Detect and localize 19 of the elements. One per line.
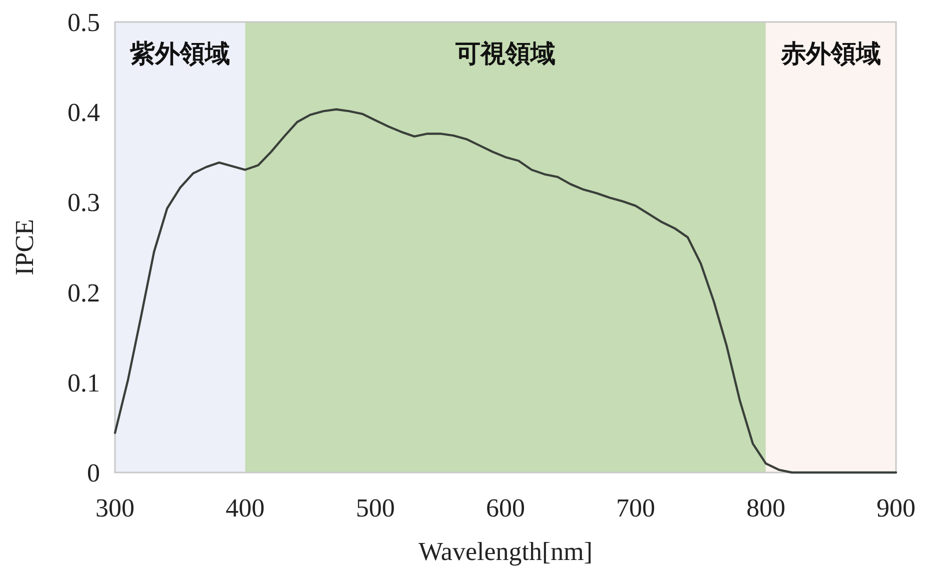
line-series: [114, 108, 898, 474]
band-label: 赤外領域: [780, 39, 881, 68]
x-tick-label: 300: [96, 494, 134, 522]
x-tick-label: 600: [486, 494, 525, 522]
x-tick-label: 400: [226, 494, 265, 522]
y-tick-label: 0.5: [68, 8, 100, 37]
x-axis-title: Wavelength[nm]: [418, 537, 593, 566]
x-tick-label: 500: [356, 494, 395, 522]
x-tick-label: 900: [876, 494, 916, 522]
band-label: 紫外領域: [129, 39, 230, 68]
y-tick-label: 0.2: [68, 278, 100, 308]
x-tick-label: 800: [746, 494, 786, 522]
y-tick-label: 0.1: [68, 368, 100, 398]
x-tick-label: 700: [616, 494, 656, 522]
band-label: 可視領域: [454, 39, 556, 68]
y-tick-label: 0.4: [68, 98, 100, 128]
y-tick-label: 0: [87, 458, 100, 488]
y-tick-label: 0.3: [68, 188, 100, 218]
y-axis-title: IPCE: [10, 219, 39, 276]
